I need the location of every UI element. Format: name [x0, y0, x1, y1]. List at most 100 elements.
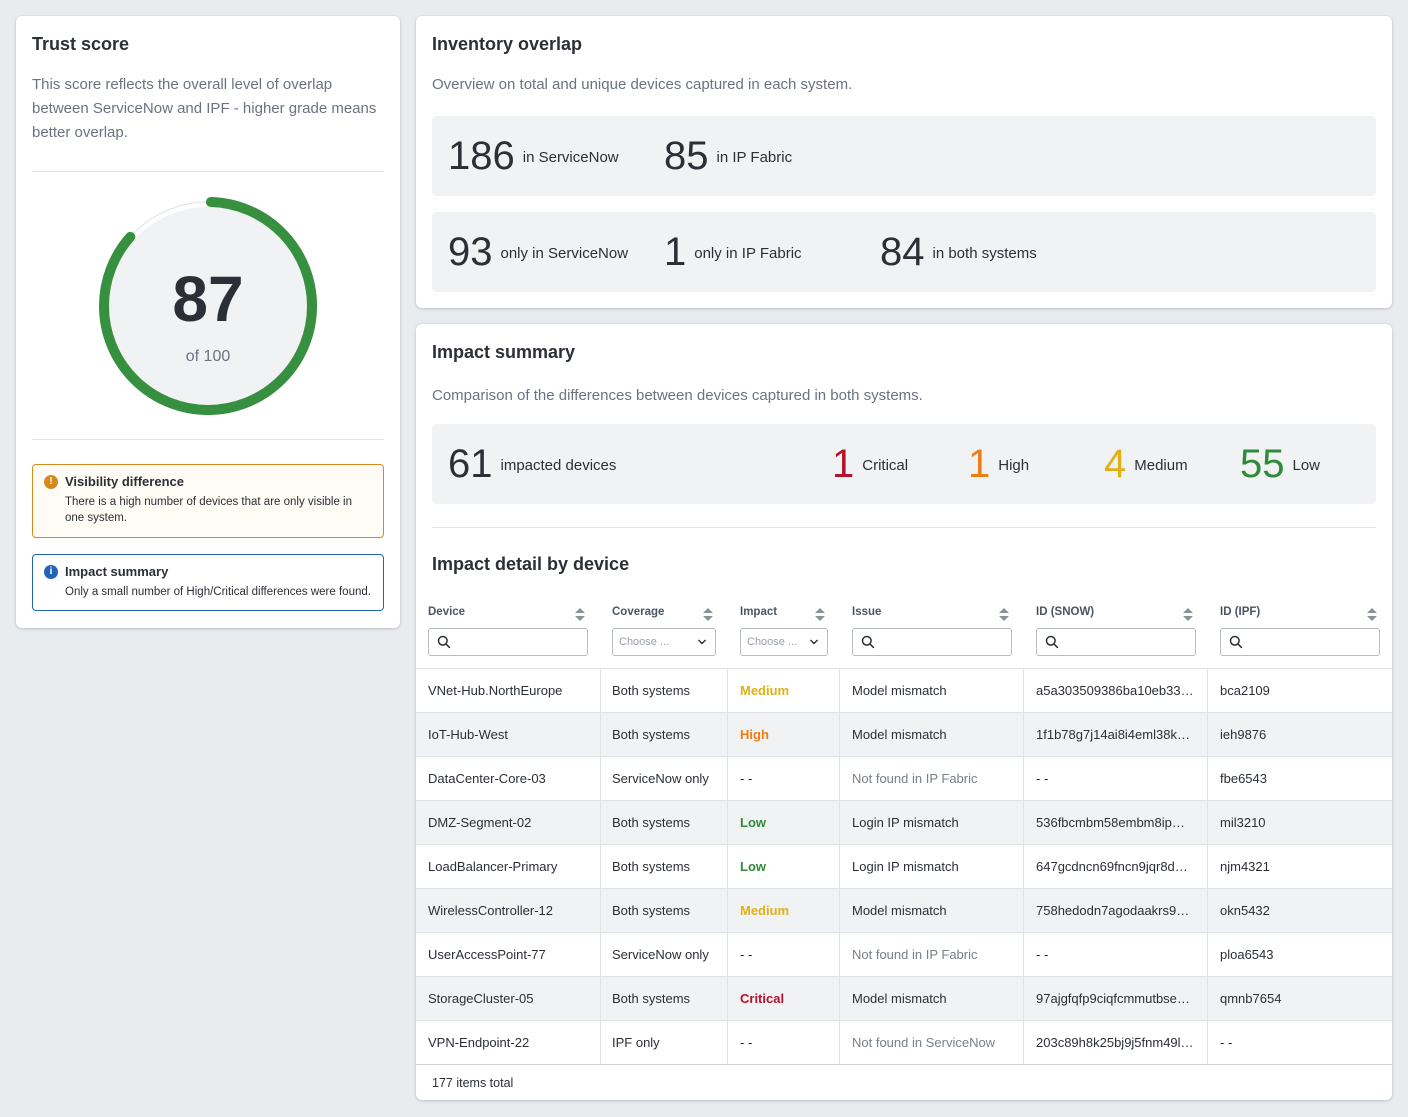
sort-icon[interactable]	[703, 608, 713, 622]
cell-device: StorageCluster-05	[428, 991, 534, 1006]
cell-impact: Medium	[740, 903, 790, 918]
impact-summary-description: Comparison of the differences between de…	[432, 387, 923, 404]
id-snow-filter-input[interactable]	[1036, 628, 1196, 656]
table-row[interactable]: WirelessController-12 Both systems Medium M…	[416, 888, 1392, 933]
stat-number: 1	[968, 441, 991, 486]
stat-label: in IP Fabric	[716, 148, 793, 166]
cell-coverage: Both systems	[612, 903, 691, 918]
column-separator	[839, 933, 840, 977]
stat-low: 55 Low	[1240, 424, 1320, 504]
cell-impact: - -	[740, 1035, 753, 1050]
stat-number: 55	[1240, 441, 1285, 486]
column-separator	[1207, 757, 1208, 801]
column-separator	[600, 801, 601, 845]
impact-detail-title: Impact detail by device	[432, 554, 630, 574]
cell-coverage: Both systems	[612, 815, 691, 830]
table-row[interactable]: VPN-Endpoint-22 IPF only - - Not found in S…	[416, 1020, 1392, 1065]
table-row[interactable]: IoT-Hub-West Both systems High Model mismat…	[416, 712, 1392, 757]
gauge-progress-arc	[99, 197, 317, 415]
column-header-id-ipf[interactable]: ID (IPF)	[1220, 606, 1261, 618]
cell-impact: - -	[740, 771, 753, 786]
cell-issue: Not found in IP Fabric	[852, 771, 978, 786]
stat-label: in ServiceNow	[522, 148, 619, 166]
column-separator	[1023, 889, 1024, 933]
cell-snow: a5a303509386ba10eb33…	[1036, 683, 1194, 698]
column-separator	[600, 933, 601, 977]
stat-label: in both systems	[932, 244, 1037, 262]
column-separator	[839, 845, 840, 889]
cell-device: UserAccessPoint-77	[428, 947, 546, 962]
stat-label: Medium	[1134, 456, 1188, 474]
totals-panel: 186 in ServiceNow 85 in IP Fabric	[432, 116, 1376, 196]
unique-panel: 93 only in ServiceNow 1 only in IP Fabri…	[432, 212, 1376, 292]
cell-issue: Login IP mismatch	[852, 859, 959, 874]
column-separator	[600, 1021, 601, 1065]
column-separator	[1023, 933, 1024, 977]
column-separator	[600, 845, 601, 889]
column-header-issue[interactable]: Issue	[852, 606, 882, 618]
trust-score-description: This score reflects the overall level of…	[32, 76, 377, 141]
chevron-down-icon	[810, 639, 818, 645]
stat-high: 1 High	[968, 424, 1029, 504]
sort-icon[interactable]	[1367, 608, 1377, 622]
cell-coverage: Both systems	[612, 991, 691, 1006]
column-separator	[727, 889, 728, 933]
cell-snow: 203c89h8k25bj9j5fnm49l…	[1036, 1035, 1194, 1050]
column-separator	[1023, 713, 1024, 757]
table-row[interactable]: VNet-Hub.NorthEurope Both systems Medium Mo…	[416, 668, 1392, 713]
table-row[interactable]: DMZ-Segment-02 Both systems Low Login IP mi…	[416, 800, 1392, 845]
column-separator	[1023, 977, 1024, 1021]
cell-snow: - -	[1036, 771, 1049, 786]
column-header-id-snow[interactable]: ID (SNOW)	[1036, 606, 1095, 618]
cell-issue: Model mismatch	[852, 991, 947, 1006]
cell-issue: Model mismatch	[852, 727, 947, 742]
sort-icon[interactable]	[815, 608, 825, 622]
inventory-overlap-description: Overview on total and unique devices cap…	[432, 76, 853, 93]
notice-title: Impact summary	[65, 564, 169, 579]
chevron-down-icon	[698, 639, 706, 645]
issue-filter-input[interactable]	[852, 628, 1012, 656]
stat-number: 4	[1104, 441, 1127, 486]
column-separator	[839, 713, 840, 757]
notice-text: Only a small number of High/Critical dif…	[65, 586, 371, 598]
table-row[interactable]: StorageCluster-05 Both systems Critical Mod…	[416, 976, 1392, 1021]
trust-score-card: Trust score This score reflects the over…	[16, 16, 400, 628]
cell-coverage: Both systems	[612, 859, 691, 874]
cell-coverage: ServiceNow only	[612, 771, 709, 786]
stat-label: Critical	[862, 456, 909, 474]
cell-snow: 1f1b78g7j14ai8i4eml38k…	[1036, 727, 1190, 742]
column-separator	[600, 977, 601, 1021]
impact-summary-card: Impact summary Comparison of the differe…	[416, 324, 1392, 1100]
cell-ipf: - -	[1220, 1035, 1233, 1050]
cell-ipf: mil3210	[1220, 815, 1266, 830]
column-header-device[interactable]: Device	[428, 606, 466, 618]
impact-summary-notice: i Impact summary Only a small number of …	[32, 554, 384, 611]
table-row[interactable]: DataCenter-Core-03 ServiceNow only - - Not …	[416, 756, 1392, 801]
stat-both-systems: 84 in both systems	[880, 212, 1037, 292]
impact-filter-select[interactable]: Choose ...	[740, 628, 828, 656]
cell-impact: Medium	[740, 683, 790, 698]
device-filter-input[interactable]	[428, 628, 588, 656]
table-row[interactable]: LoadBalancer-Primary Both systems Low Login…	[416, 844, 1392, 889]
column-separator	[839, 801, 840, 845]
column-header-coverage[interactable]: Coverage	[612, 606, 665, 618]
sort-icon[interactable]	[999, 608, 1009, 622]
cell-device: IoT-Hub-West	[428, 727, 508, 742]
cell-issue: Not found in IP Fabric	[852, 947, 978, 962]
sort-icon[interactable]	[575, 608, 585, 622]
id-ipf-filter-input[interactable]	[1220, 628, 1380, 656]
coverage-filter-select[interactable]: Choose ...	[612, 628, 716, 656]
column-separator	[727, 757, 728, 801]
column-separator	[727, 977, 728, 1021]
column-separator	[1023, 845, 1024, 889]
table-row[interactable]: UserAccessPoint-77 ServiceNow only - - Not …	[416, 932, 1392, 977]
stat-number: 186	[448, 133, 515, 178]
column-header-impact[interactable]: Impact	[740, 606, 778, 618]
sort-icon[interactable]	[1183, 608, 1193, 622]
stat-servicenow-total: 186 in ServiceNow	[448, 116, 619, 196]
cell-device: DataCenter-Core-03	[428, 771, 546, 786]
cell-coverage: Both systems	[612, 727, 691, 742]
items-total-label: 177 items total	[432, 1076, 514, 1090]
column-separator	[1207, 713, 1208, 757]
column-separator	[1207, 669, 1208, 713]
